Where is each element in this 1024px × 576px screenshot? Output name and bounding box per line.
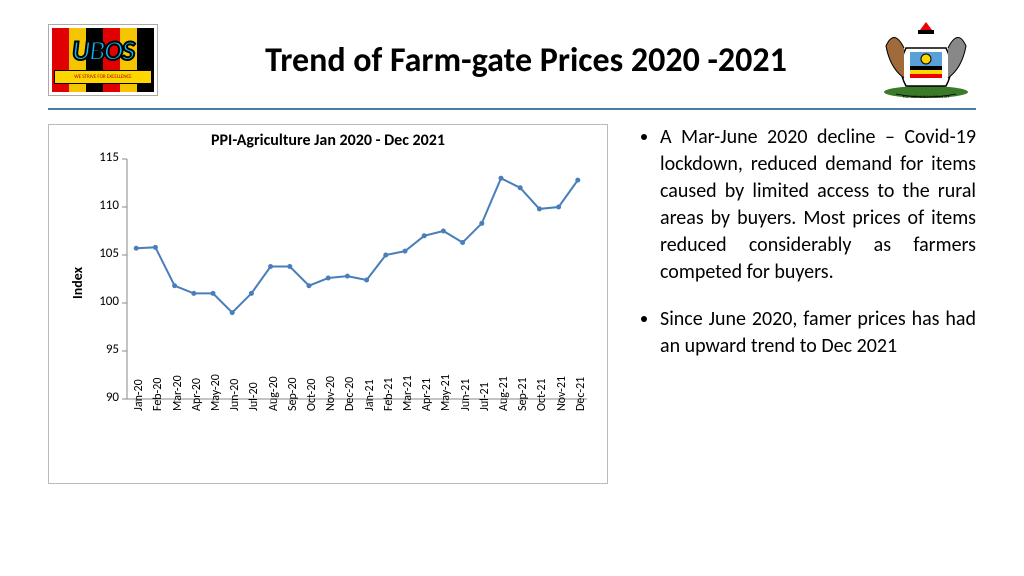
x-tick: Jun-21 [459, 379, 473, 411]
line-svg [127, 159, 587, 399]
bullet-item: A Mar-June 2020 decline – Covid-19 lockd… [660, 124, 976, 286]
x-tick: Sep-21 [516, 377, 530, 411]
ppi-chart: PPI-Agriculture Jan 2020 - Dec 2021 Inde… [48, 124, 608, 484]
x-tick: Apr-21 [420, 378, 434, 411]
x-tick: May-21 [439, 374, 453, 411]
x-tick: Jan-20 [132, 379, 146, 411]
x-tick: Apr-20 [190, 378, 204, 411]
y-tick: 90 [87, 390, 119, 405]
x-tick: Aug-21 [497, 376, 511, 411]
x-tick: Feb-20 [151, 378, 165, 411]
y-axis-label: Index [69, 267, 86, 299]
chart-title: PPI-Agriculture Jan 2020 - Dec 2021 [49, 131, 607, 150]
x-tick: Dec-21 [574, 377, 588, 411]
x-tick: Jan-21 [363, 379, 377, 411]
x-tick: Mar-20 [171, 375, 185, 411]
x-tick: Oct-21 [535, 378, 549, 411]
bullet-item: Since June 2020, famer prices has had an… [660, 306, 976, 360]
y-tick: 105 [87, 246, 119, 261]
coat-of-arms-icon: FOR GOD AND MY COUNTRY [876, 18, 976, 102]
y-tick: 110 [87, 198, 119, 213]
x-tick: Feb-21 [382, 378, 396, 411]
y-tick: 95 [87, 342, 119, 357]
plot-area [127, 159, 587, 399]
logo-ribbon: WE STRIVE FOR EXCELLENCE [54, 70, 151, 84]
x-tick: Jun-20 [228, 379, 242, 411]
x-tick: May-20 [209, 374, 223, 411]
x-tick: Nov-20 [324, 376, 338, 411]
ubos-logo: UBOS WE STRIVE FOR EXCELLENCE [48, 24, 158, 96]
x-tick: Jul-20 [247, 382, 261, 411]
bullet-list: A Mar-June 2020 decline – Covid-19 lockd… [608, 124, 976, 484]
x-tick: Aug-20 [267, 376, 281, 411]
logo-text: UBOS [72, 33, 134, 68]
bullet-ul: A Mar-June 2020 decline – Covid-19 lockd… [638, 124, 976, 360]
x-tick: Nov-21 [555, 376, 569, 411]
x-tick: Sep-20 [286, 377, 300, 411]
header: UBOS WE STRIVE FOR EXCELLENCE Trend of F… [0, 0, 1024, 102]
y-tick: 100 [87, 294, 119, 309]
x-tick: Mar-21 [401, 375, 415, 411]
x-tick: Jul-21 [478, 382, 492, 411]
page-title: Trend of Farm-gate Prices 2020 -2021 [176, 40, 876, 81]
svg-text:FOR GOD AND MY COUNTRY: FOR GOD AND MY COUNTRY [903, 95, 950, 100]
x-tick: Oct-20 [305, 378, 319, 411]
x-tick: Dec-20 [343, 377, 357, 411]
y-tick: 115 [87, 150, 119, 165]
content: PPI-Agriculture Jan 2020 - Dec 2021 Inde… [0, 110, 1024, 484]
